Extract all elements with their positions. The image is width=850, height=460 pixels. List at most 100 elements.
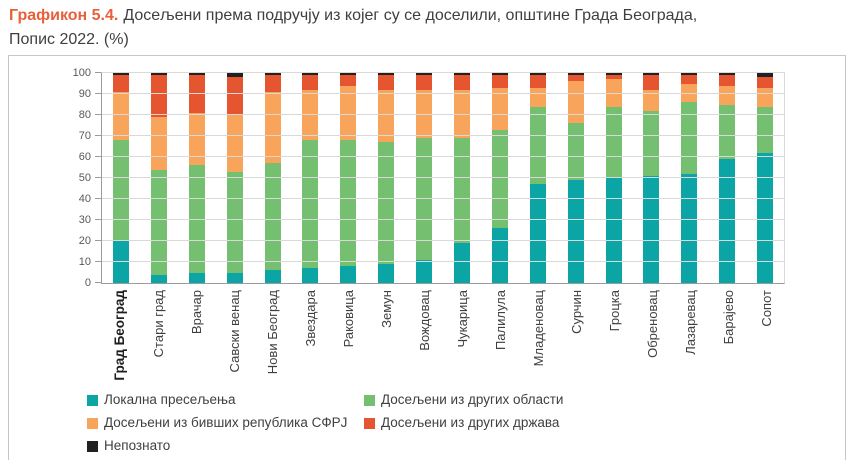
x-axis-category-label: Палилула — [492, 290, 508, 351]
x-label-slot-16: Лазаревац — [671, 290, 709, 404]
stacked-bar-12 — [529, 73, 546, 283]
legend-item-4: Досељени из других држава — [364, 415, 563, 431]
bar-segment — [757, 152, 774, 283]
bar-segment — [567, 75, 584, 82]
bar-segment — [264, 75, 281, 92]
bar-segment — [529, 75, 546, 88]
x-axis-category-label: Савски венац — [226, 290, 242, 373]
bar-segment — [757, 77, 774, 88]
legend-item-5: Непознато — [87, 438, 364, 454]
bar-segment — [340, 85, 357, 141]
y-tick-20 — [95, 240, 101, 241]
bar-segment — [491, 73, 508, 76]
x-label-slot-15: Обреновац — [633, 290, 671, 404]
bar-slot-5 — [254, 73, 292, 283]
bar-segment — [302, 75, 319, 90]
bar-segment — [567, 180, 584, 283]
x-axis-category-label: Град Београд — [112, 290, 128, 381]
bar-segment — [681, 73, 698, 76]
stacked-bar-18 — [757, 73, 774, 283]
bar-segment — [529, 106, 546, 185]
bar-slot-9 — [405, 73, 443, 283]
legend-swatch-icon — [87, 440, 98, 452]
bar-segment — [378, 89, 395, 143]
bar-segment — [340, 266, 357, 283]
bar-segment — [188, 75, 205, 113]
x-label-slot-6: Звездара — [291, 290, 329, 404]
bar-segment — [264, 91, 281, 164]
gridline-30 — [102, 219, 784, 220]
bar-slot-10 — [443, 73, 481, 283]
legend-label: Досељени из бивших република СФРЈ — [104, 415, 348, 430]
bar-segment — [264, 270, 281, 283]
bars-container — [102, 73, 784, 283]
y-axis-tick-label: 0 — [84, 277, 91, 289]
bar-segment — [226, 115, 243, 172]
bar-segment — [605, 178, 622, 283]
stacked-bar-6 — [302, 73, 319, 283]
x-axis-category-label: Вождовац — [416, 290, 432, 351]
bar-segment — [188, 73, 205, 76]
bar-segment — [529, 87, 546, 107]
bar-segment — [150, 73, 167, 76]
bar-segment — [757, 106, 774, 153]
legend-swatch-icon — [364, 394, 375, 406]
x-axis-category-label: Раковица — [340, 290, 356, 348]
legend-swatch-icon — [364, 417, 375, 429]
bar-segment — [112, 73, 129, 76]
bar-segment — [453, 243, 470, 283]
bar-segment — [150, 169, 167, 275]
bar-slot-6 — [291, 73, 329, 283]
x-axis-category-label: Земун — [378, 290, 394, 328]
legend-swatch-icon — [87, 417, 98, 429]
bar-segment — [302, 73, 319, 76]
y-axis-tick-label: 80 — [78, 109, 91, 121]
x-axis-category-label: Лазаревац — [682, 290, 698, 355]
bar-segment — [226, 272, 243, 283]
x-axis-category-label: Сурчин — [568, 290, 584, 334]
bar-segment — [416, 138, 433, 260]
bar-segment — [529, 184, 546, 283]
y-tick-30 — [95, 219, 101, 220]
bar-slot-15 — [632, 73, 670, 283]
x-axis-category-label: Звездара — [302, 290, 318, 347]
x-label-slot-2: Стари град — [139, 290, 177, 404]
bar-segment — [188, 272, 205, 283]
gridline-50 — [102, 177, 784, 178]
chart-title-line2: Попис 2022. (%) — [9, 31, 129, 48]
bar-segment — [264, 73, 281, 76]
bar-slot-13 — [557, 73, 595, 283]
x-label-slot-11: Палилула — [481, 290, 519, 404]
y-axis-tick-label: 100 — [72, 67, 91, 79]
y-tick-10 — [95, 261, 101, 262]
bar-segment — [378, 142, 395, 265]
legend-label: Досељени из других области — [381, 392, 564, 407]
bar-slot-3 — [178, 73, 216, 283]
bar-segment — [643, 89, 660, 111]
stacked-bar-17 — [719, 73, 736, 283]
x-axis-category-label: Обреновац — [644, 290, 660, 358]
y-axis-tick-label: 40 — [78, 193, 91, 205]
stacked-bar-10 — [453, 73, 470, 283]
bar-segment — [567, 123, 584, 181]
bar-segment — [719, 159, 736, 283]
x-axis-labels: Град Београд Стари град Врачар Савски венац… — [101, 290, 785, 404]
y-tick-90 — [95, 93, 101, 94]
bar-segment — [681, 83, 698, 103]
bar-segment — [567, 73, 584, 76]
bar-segment — [378, 75, 395, 90]
y-tick-70 — [95, 135, 101, 136]
legend-label: Досељени из других држава — [381, 415, 560, 430]
stacked-bar-2 — [150, 73, 167, 283]
gridline-90 — [102, 93, 784, 94]
y-tick-60 — [95, 156, 101, 157]
bar-segment — [643, 175, 660, 283]
chart-title-line1: Досељени према подручју из којег су се д… — [123, 7, 698, 24]
bar-segment — [643, 110, 660, 176]
bar-segment — [491, 87, 508, 130]
x-label-slot-14: Гроцка — [595, 290, 633, 404]
bar-segment — [719, 73, 736, 76]
y-axis-tick-label: 20 — [78, 235, 91, 247]
y-axis-tick-label: 70 — [78, 130, 91, 142]
bar-segment — [226, 73, 243, 78]
